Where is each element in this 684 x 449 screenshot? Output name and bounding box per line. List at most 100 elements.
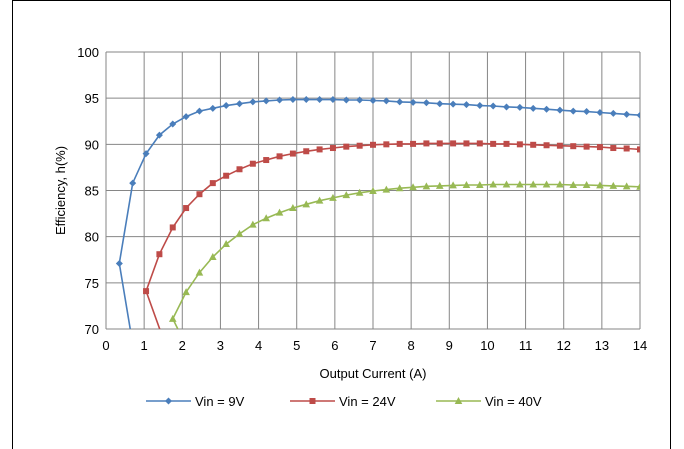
data-point xyxy=(143,288,150,295)
data-point xyxy=(569,107,577,115)
data-point xyxy=(115,259,123,267)
data-point xyxy=(355,188,364,196)
chart-frame xyxy=(12,0,671,449)
data-point xyxy=(249,98,257,106)
data-point xyxy=(529,104,537,112)
data-point xyxy=(155,131,163,139)
data-point xyxy=(195,268,204,276)
data-point xyxy=(422,182,431,190)
data-point xyxy=(195,107,203,115)
legend-label: Vin = 24V xyxy=(339,394,396,409)
x-tick-label: 4 xyxy=(255,338,262,353)
data-point xyxy=(622,182,631,190)
x-tick-label: 7 xyxy=(369,338,376,353)
data-point xyxy=(609,181,618,189)
data-point xyxy=(165,397,172,405)
data-point xyxy=(382,185,391,193)
x-tick-label: 6 xyxy=(331,338,338,353)
data-point xyxy=(503,140,510,147)
data-point xyxy=(435,181,444,189)
y-tick-label: 85 xyxy=(85,184,99,199)
data-point xyxy=(156,251,163,258)
data-point xyxy=(543,105,551,113)
legend-item-3: Vin = 40V xyxy=(436,394,542,409)
data-point xyxy=(289,204,297,212)
data-point xyxy=(302,200,311,208)
legend-label: Vin = 9V xyxy=(195,394,245,409)
data-point xyxy=(476,102,484,110)
data-point xyxy=(422,99,430,107)
data-point xyxy=(182,113,190,121)
data-point xyxy=(503,103,510,111)
data-point xyxy=(596,181,604,189)
x-tick-label: 2 xyxy=(179,338,186,353)
data-point xyxy=(382,97,390,105)
data-point xyxy=(516,103,524,111)
data-point xyxy=(196,191,203,198)
data-point xyxy=(454,397,463,404)
legend: Vin = 9V Vin = 24V Vin = 40V xyxy=(146,394,542,409)
data-point xyxy=(356,96,364,104)
x-tick-label: 5 xyxy=(293,338,300,353)
data-point xyxy=(450,140,457,147)
data-point xyxy=(222,240,230,248)
x-tick-label: 1 xyxy=(141,338,148,353)
data-point xyxy=(463,140,470,147)
data-point xyxy=(209,104,217,112)
data-point xyxy=(302,96,310,104)
data-point xyxy=(489,102,497,110)
data-point xyxy=(289,96,297,104)
data-point xyxy=(249,160,256,167)
y-tick-label: 75 xyxy=(85,276,99,291)
data-point xyxy=(183,205,190,212)
data-point xyxy=(129,179,137,187)
data-point xyxy=(636,182,640,190)
data-point xyxy=(502,180,511,188)
data-point xyxy=(275,208,284,216)
data-point xyxy=(182,288,190,296)
data-point xyxy=(449,181,457,189)
data-point xyxy=(449,100,457,108)
data-point xyxy=(329,96,337,104)
data-point xyxy=(209,180,216,187)
data-point xyxy=(542,180,551,188)
data-point xyxy=(409,183,417,191)
data-point xyxy=(289,150,296,157)
y-tick-label: 80 xyxy=(85,230,99,245)
data-point xyxy=(263,157,270,164)
data-point xyxy=(168,314,177,322)
data-point xyxy=(369,96,377,104)
y-axis-label: Efficiency, h(%) xyxy=(53,146,68,235)
data-point xyxy=(569,180,578,188)
plot-area xyxy=(115,96,640,329)
data-point xyxy=(222,102,230,110)
x-tick-label: 13 xyxy=(595,338,609,353)
x-tick-label: 11 xyxy=(519,338,533,353)
data-point xyxy=(516,141,523,148)
data-point xyxy=(249,220,257,228)
x-tick-label: 12 xyxy=(556,338,570,353)
data-point xyxy=(329,145,336,152)
data-point xyxy=(209,252,217,260)
data-point xyxy=(436,100,444,108)
data-point xyxy=(276,96,284,104)
data-point xyxy=(637,146,640,153)
data-point xyxy=(489,180,497,188)
data-point xyxy=(596,108,604,116)
series-1 xyxy=(115,96,640,329)
data-point xyxy=(476,180,484,188)
data-point xyxy=(315,196,324,204)
data-point xyxy=(395,184,404,192)
data-point xyxy=(262,97,270,105)
data-point xyxy=(343,143,350,150)
data-point xyxy=(409,98,417,106)
data-point xyxy=(356,142,363,149)
x-tick-label: 14 xyxy=(633,338,647,353)
data-point xyxy=(396,140,403,147)
data-point xyxy=(609,109,617,117)
data-point xyxy=(476,140,483,147)
data-point xyxy=(582,180,591,188)
y-tick-label: 70 xyxy=(85,322,99,337)
data-point xyxy=(583,143,590,150)
